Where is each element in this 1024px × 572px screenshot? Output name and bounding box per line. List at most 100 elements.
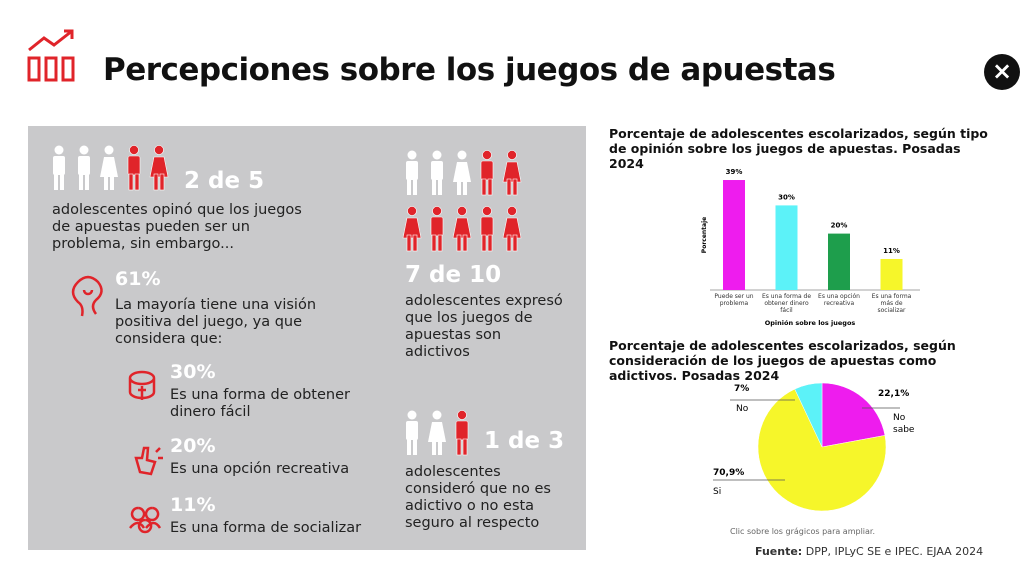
note: Clic sobre los grágicos para ampliar. bbox=[730, 527, 876, 536]
leg bbox=[134, 173, 140, 191]
data-label: 30% bbox=[778, 193, 795, 201]
bar bbox=[880, 258, 903, 290]
person-icon bbox=[53, 145, 65, 190]
leg bbox=[413, 179, 417, 195]
reason-text: Es una opción recreativa bbox=[170, 461, 350, 477]
leg bbox=[432, 179, 436, 195]
leg bbox=[438, 439, 442, 455]
slice-label-line: sabe bbox=[893, 425, 915, 435]
pie-slice bbox=[757, 388, 887, 512]
x-tick-label: Es una forma de obtener dinero fácil bbox=[761, 293, 812, 314]
y-axis-label: Porcentaje bbox=[701, 217, 708, 253]
stat-value: 1 de 3 bbox=[484, 428, 565, 454]
slice-label: Si bbox=[713, 487, 721, 497]
logo-icon bbox=[27, 29, 75, 82]
body bbox=[127, 155, 141, 176]
head bbox=[507, 206, 517, 216]
head bbox=[432, 206, 442, 216]
leg bbox=[512, 178, 518, 196]
leg bbox=[413, 439, 417, 455]
x-tick-label: Puede ser un problema bbox=[714, 293, 754, 307]
leg bbox=[457, 179, 461, 195]
pie-slice bbox=[794, 382, 823, 448]
icon-layer bbox=[53, 145, 522, 534]
head bbox=[154, 145, 164, 155]
leg bbox=[456, 234, 462, 252]
head bbox=[432, 410, 442, 420]
leg bbox=[85, 174, 89, 190]
modal-title: Percepciones sobre los juegos de apuesta… bbox=[103, 52, 836, 88]
person-icon bbox=[455, 410, 469, 456]
body bbox=[453, 162, 471, 182]
leg bbox=[432, 439, 436, 455]
source-text: DPP, IPLyC SE e IPEC. EJAA 2024 bbox=[805, 545, 984, 558]
body bbox=[406, 161, 418, 180]
person-icon bbox=[430, 206, 444, 252]
head bbox=[482, 150, 492, 160]
head bbox=[432, 150, 442, 160]
data-label: 22,1% bbox=[878, 389, 909, 399]
head bbox=[79, 145, 89, 155]
leg bbox=[79, 174, 83, 190]
leg bbox=[406, 234, 412, 252]
data-label: 20% bbox=[831, 222, 848, 230]
close-button[interactable]: × bbox=[984, 54, 1020, 90]
x-tick-label: Es una opción recreativa bbox=[818, 293, 860, 307]
body bbox=[78, 156, 90, 175]
person-icon bbox=[402, 206, 422, 252]
head bbox=[457, 150, 467, 160]
head bbox=[407, 206, 417, 216]
body bbox=[452, 217, 472, 239]
data-label: 11% bbox=[883, 247, 900, 255]
line-icon bbox=[134, 446, 163, 476]
body bbox=[502, 161, 522, 183]
leg bbox=[431, 234, 437, 252]
leg bbox=[437, 234, 443, 252]
leg bbox=[512, 234, 518, 252]
person-icon bbox=[127, 145, 141, 191]
body bbox=[402, 217, 422, 239]
head bbox=[457, 206, 467, 216]
reason-value: 30% bbox=[170, 361, 216, 383]
leg bbox=[159, 173, 165, 191]
bar bbox=[723, 180, 745, 290]
stat-value: 2 de 5 bbox=[184, 168, 265, 194]
leg bbox=[481, 234, 487, 252]
line-icon bbox=[128, 370, 156, 400]
line-icon bbox=[129, 506, 162, 534]
info-panel bbox=[28, 126, 586, 550]
stat-text: adolescentes consideró que no es adictiv… bbox=[405, 464, 551, 531]
body bbox=[455, 420, 469, 441]
head bbox=[54, 145, 64, 155]
person-icon bbox=[78, 145, 90, 190]
leg bbox=[412, 234, 418, 252]
body bbox=[430, 216, 444, 237]
head bbox=[507, 150, 517, 160]
bar bbox=[828, 233, 850, 290]
person-icon bbox=[502, 150, 522, 196]
bar bbox=[775, 205, 798, 290]
reason-text: Es una forma de obtener dinero fácil bbox=[170, 387, 350, 420]
body bbox=[502, 217, 522, 239]
data-label: 39% bbox=[726, 168, 743, 176]
person-icon bbox=[428, 410, 446, 455]
leg bbox=[407, 439, 411, 455]
pie-slice bbox=[821, 382, 886, 448]
leg bbox=[487, 178, 493, 196]
leg bbox=[462, 234, 468, 252]
person-icon bbox=[406, 410, 418, 455]
head bbox=[457, 410, 467, 420]
chart-title: Porcentaje de adolescentes escolarizados… bbox=[609, 338, 956, 383]
person-icon bbox=[452, 206, 472, 252]
reason-value: 11% bbox=[170, 494, 216, 516]
body bbox=[53, 156, 65, 175]
chart-title: Porcentaje de adolescentes escolarizados… bbox=[609, 126, 988, 171]
leg bbox=[60, 174, 64, 190]
head bbox=[407, 150, 417, 160]
stat-value: 7 de 10 bbox=[405, 262, 502, 288]
data-label: 70,9% bbox=[713, 468, 744, 478]
leg bbox=[407, 179, 411, 195]
leg bbox=[128, 173, 134, 191]
reason-value: 20% bbox=[170, 435, 216, 457]
